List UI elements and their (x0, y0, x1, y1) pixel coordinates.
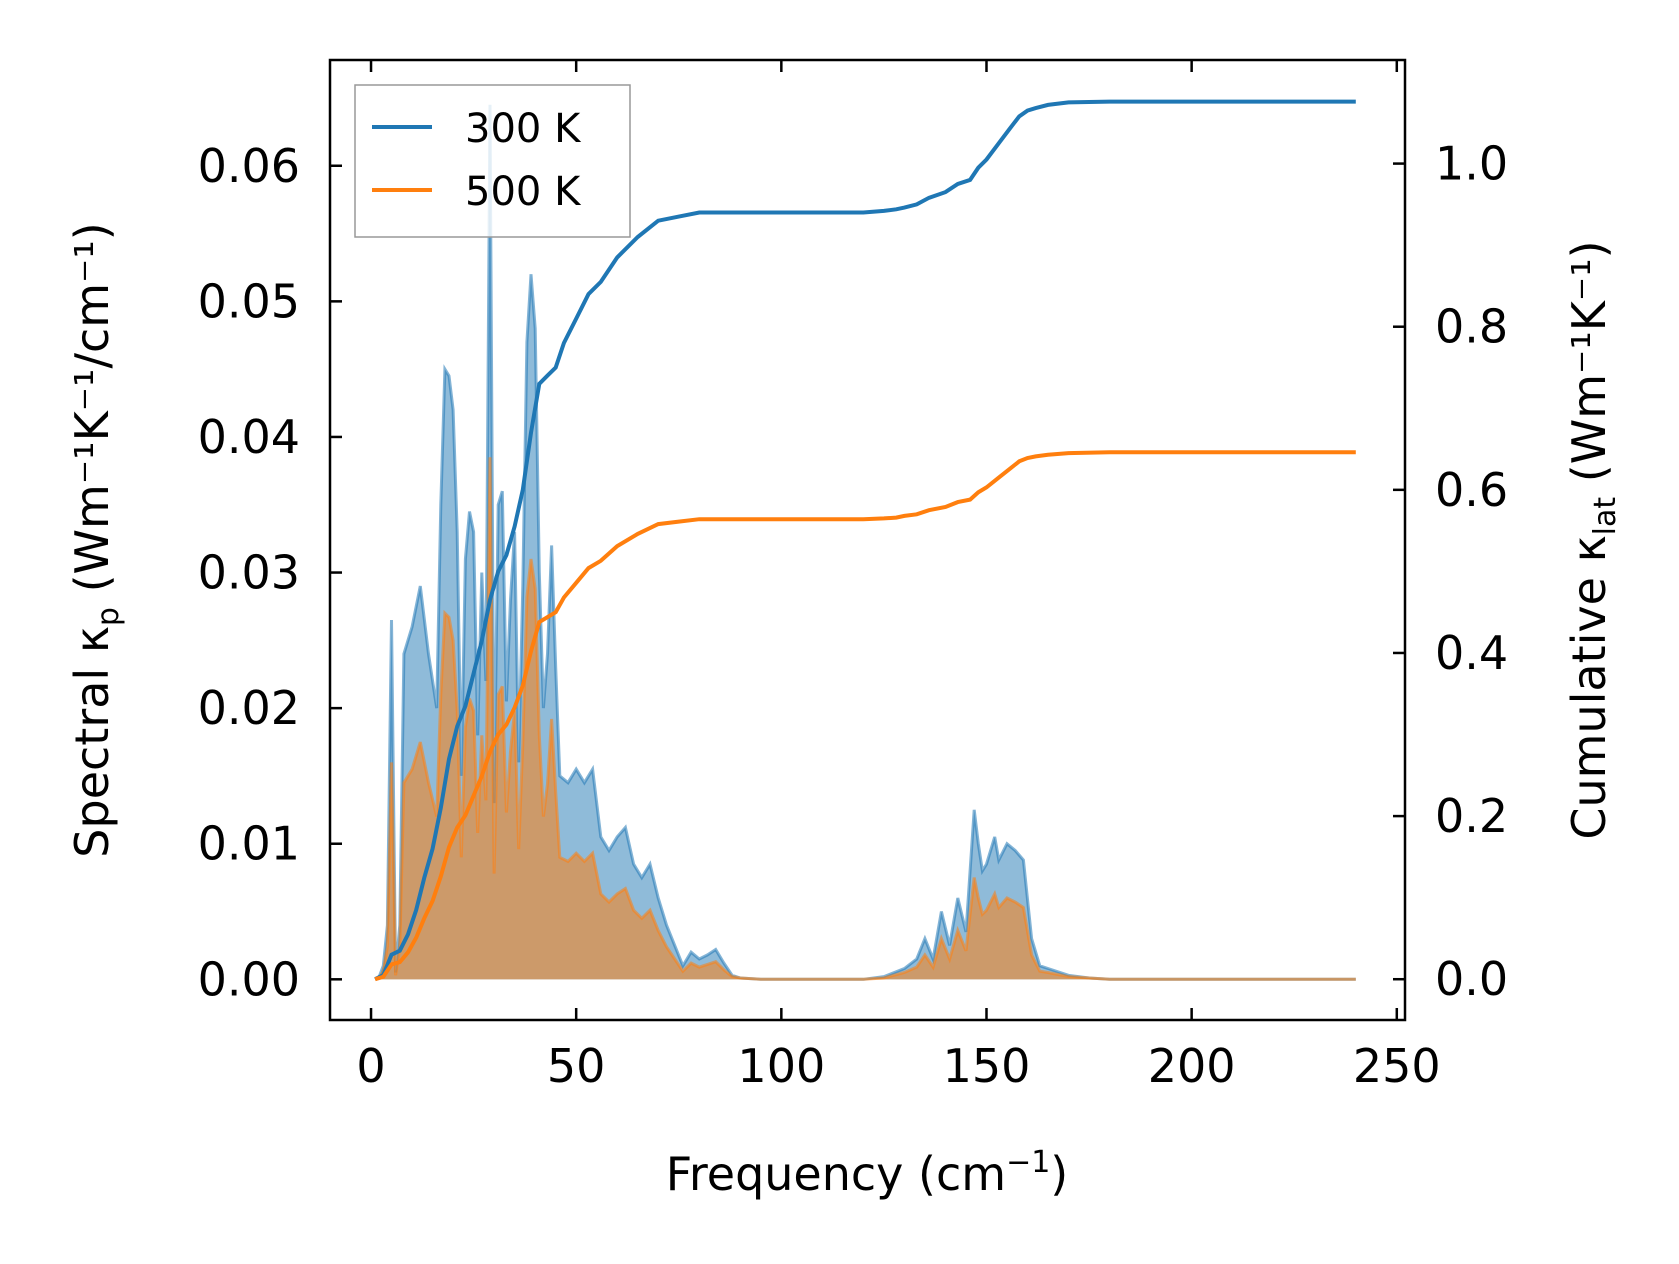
y-right-tick-label: 0.6 (1435, 463, 1508, 517)
x-tick-label: 50 (547, 1039, 606, 1093)
legend-label-300k: 300 K (465, 106, 582, 152)
x-tick-label: 0 (356, 1039, 385, 1093)
y-left-tick-label: 0.03 (198, 546, 300, 600)
y-right-tick-label: 0.4 (1435, 626, 1508, 680)
y-left-tick-label: 0.05 (198, 274, 300, 328)
y-axis-left-label: Spectral κp (Wm⁻¹K⁻¹/cm⁻¹) (65, 222, 126, 857)
spectral-fill-500k (375, 457, 1356, 980)
x-tick-label: 150 (943, 1039, 1031, 1093)
plot-frame (328, 58, 1407, 1022)
spectral-fills (374, 104, 1356, 981)
cumulative-line-300k (374, 99, 1356, 981)
axis-ticks: 0 50 100 150 200 2500.000.010.020.030.040.050… (198, 60, 1508, 1093)
x-tick-label: 250 (1353, 1039, 1441, 1093)
cumulative-line-500k (374, 450, 1356, 982)
spectral-line-500k (374, 457, 1356, 981)
legend: 300 K 500 K (354, 84, 631, 238)
series-lines (374, 99, 1356, 982)
spectral-line-300k (374, 104, 1356, 981)
y-left-tick-label: 0.00 (198, 952, 300, 1006)
y-right-tick-label: 0.2 (1435, 789, 1508, 843)
x-axis-label: Frequency (cm−1) (666, 1145, 1069, 1201)
y-axis-right-label: Cumulative κlat (Wm⁻¹K⁻¹) (1562, 240, 1623, 839)
y-left-tick-label: 0.06 (198, 139, 300, 193)
x-tick-label: 200 (1148, 1039, 1236, 1093)
y-right-tick-label: 1.0 (1435, 137, 1508, 191)
legend-label-500k: 500 K (465, 169, 582, 215)
legend-box (354, 84, 631, 238)
y-left-tick-label: 0.01 (198, 817, 300, 871)
y-left-tick-label: 0.04 (198, 410, 300, 464)
y-left-tick-label: 0.02 (198, 681, 300, 735)
x-tick-label: 100 (737, 1039, 825, 1093)
y-right-tick-label: 0.8 (1435, 300, 1508, 354)
y-right-tick-label: 0.0 (1435, 952, 1508, 1006)
